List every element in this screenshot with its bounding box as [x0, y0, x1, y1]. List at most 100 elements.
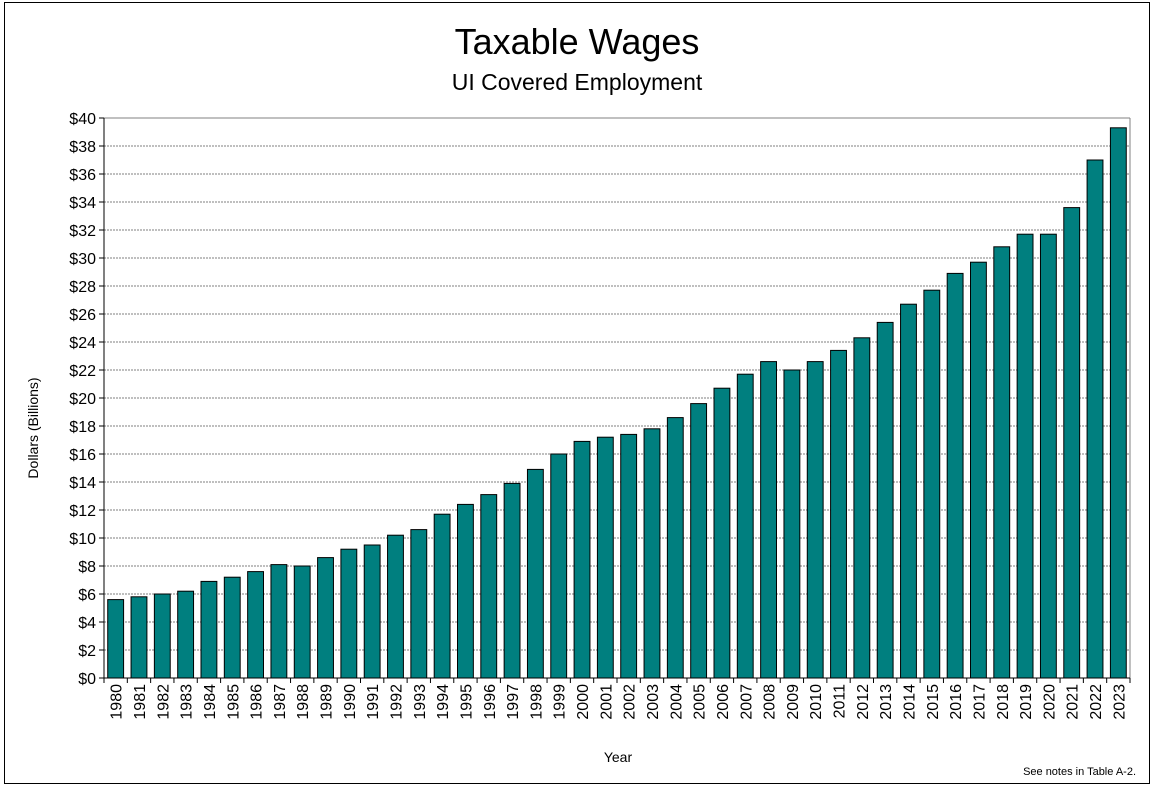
bar-1999 [550, 453, 568, 679]
bar-1985 [223, 576, 241, 679]
x-tick-label: 2001 [598, 684, 615, 720]
x-tick-label: 1998 [528, 684, 545, 720]
x-tick-label: 2016 [948, 684, 965, 720]
bar-1989 [317, 557, 334, 679]
bar-2012 [853, 337, 871, 679]
y-tick-label: $24 [69, 335, 96, 352]
x-tick-label: 2007 [738, 684, 755, 720]
y-tick-label: $8 [78, 559, 96, 576]
x-tick-label: 1982 [155, 684, 172, 720]
bar-1993 [410, 529, 428, 679]
x-tick-label: 1991 [365, 684, 382, 720]
y-tick-label: $26 [69, 307, 96, 324]
y-tick-label: $40 [69, 111, 96, 128]
bar-2003 [643, 428, 661, 679]
x-tick-label: 1993 [412, 684, 429, 720]
bar-1994 [433, 513, 451, 679]
bar-1986 [247, 571, 264, 679]
bar-2017 [970, 261, 987, 679]
y-tick-label: $20 [69, 391, 96, 408]
bar-2010 [806, 361, 824, 679]
y-tick-label: $22 [69, 363, 96, 380]
y-tick-label: $16 [69, 447, 96, 464]
bar-1998 [526, 468, 544, 679]
bar-2023 [1109, 127, 1127, 679]
x-tick-label: 1987 [272, 684, 289, 720]
x-tick-label: 2000 [575, 684, 592, 720]
bar-2009 [783, 369, 801, 679]
bar-2005 [690, 403, 708, 679]
y-tick-label: $18 [69, 419, 96, 436]
bar-1995 [457, 503, 474, 679]
bar-2021 [1063, 207, 1081, 679]
bar-2020 [1039, 233, 1057, 679]
bar-1991 [363, 544, 381, 679]
y-tick-labels: $0 $2 $4 $6 $8 $10 $12 $14 $16 $18 $20 $22 $24 $26 $28… [69, 111, 96, 688]
bar-2001 [596, 436, 614, 679]
axes [99, 117, 1131, 683]
y-tick-label: $0 [78, 671, 96, 688]
y-tick-label: $36 [69, 167, 96, 184]
x-tick-label: 2003 [645, 684, 662, 720]
y-tick-label: $28 [69, 279, 96, 296]
bar-2007 [736, 373, 754, 679]
bar-2016 [946, 272, 964, 679]
bar-2006 [713, 387, 731, 679]
x-tick-label: 1996 [482, 684, 499, 720]
bar-2018 [993, 246, 1011, 679]
x-tick-label: 2005 [692, 684, 709, 720]
x-tick-label: 2011 [832, 684, 849, 719]
x-axis-title: Year [604, 749, 633, 765]
x-tick-label: 1992 [388, 684, 405, 720]
x-tick-label: 1995 [458, 684, 475, 720]
x-tick-label: 1999 [552, 684, 569, 720]
x-tick-label: 1980 [109, 684, 126, 720]
x-tick-label: 2012 [855, 684, 872, 720]
bar-1996 [480, 494, 498, 679]
chart-title: Taxable Wages [454, 21, 700, 62]
y-axis-title: Dollars (Billions) [25, 377, 41, 478]
bar-2014 [900, 303, 917, 679]
y-tick-label: $14 [69, 475, 96, 492]
bar-1992 [387, 534, 404, 679]
x-tick-label: 1984 [202, 684, 219, 720]
bar-2008 [760, 361, 778, 679]
x-tick-labels: 1980 1981 1982 1983 1984 1985 1986 1987 1988 1989… [109, 684, 1129, 720]
chart-note: See notes in Table A-2. [1023, 766, 1136, 778]
bar-2002 [620, 433, 638, 679]
y-tick-label: $32 [69, 223, 96, 240]
bar-2019 [1016, 233, 1034, 679]
bar-1980 [107, 599, 125, 679]
x-tick-label: 1994 [435, 684, 452, 720]
bar-1981 [130, 596, 148, 679]
x-tick-label: 2010 [808, 684, 825, 720]
bar-1988 [293, 565, 311, 679]
x-tick-label: 2015 [925, 684, 942, 720]
y-tick-label: $12 [69, 503, 96, 520]
y-tick-label: $10 [69, 531, 96, 548]
bar-1982 [153, 593, 171, 679]
x-tick-label: 2014 [901, 684, 918, 720]
x-tick-label: 2022 [1088, 684, 1105, 720]
bar-1983 [177, 590, 195, 679]
x-tick-label: 1986 [249, 684, 266, 720]
x-tick-label: 1989 [319, 684, 336, 720]
x-tick-label: 2006 [715, 684, 732, 720]
x-tick-label: 2021 [1065, 684, 1082, 720]
bar-1997 [503, 482, 521, 679]
bar-2022 [1086, 159, 1104, 679]
x-tick-label: 2018 [995, 684, 1012, 720]
y-tick-label: $38 [69, 139, 96, 156]
bar-series [107, 127, 1127, 679]
bar-2013 [876, 321, 894, 679]
y-tick-label: $34 [69, 195, 96, 212]
bar-1987 [270, 564, 288, 679]
x-tick-label: 2013 [878, 684, 895, 720]
bar-2004 [666, 417, 684, 679]
bar-1990 [340, 548, 358, 679]
x-tick-label: 1985 [225, 684, 242, 720]
y-tick-label: $6 [78, 587, 96, 604]
x-tick-label: 1988 [295, 684, 312, 720]
y-tick-label: $30 [69, 251, 96, 268]
